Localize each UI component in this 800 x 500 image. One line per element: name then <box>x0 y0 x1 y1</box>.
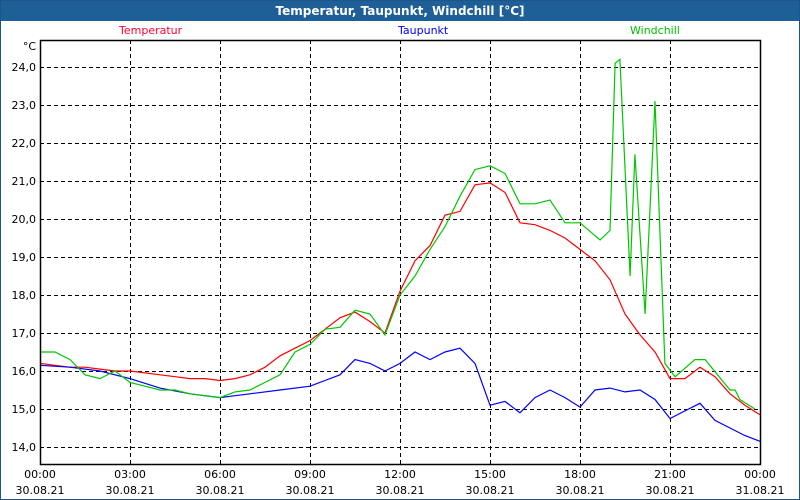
y-tick-label: 22,0 <box>12 137 37 150</box>
series-line-temperatur <box>39 182 761 416</box>
x-tick-date: 31.08.21 <box>736 484 785 497</box>
x-tick-time: 12:00 <box>384 468 416 481</box>
legend-windchill: Windchill <box>630 24 680 37</box>
x-tick-time: 00:00 <box>744 468 776 481</box>
legend-temperatur: Temperatur <box>119 24 183 37</box>
x-tick-time: 21:00 <box>654 468 686 481</box>
y-tick-label: 16,0 <box>12 365 37 378</box>
y-tick-label: 19,0 <box>12 251 37 264</box>
series-line-windchill <box>40 58 756 410</box>
x-tick-date: 30.08.21 <box>556 484 605 497</box>
series-line-taupunkt <box>39 347 761 442</box>
x-tick-date: 30.08.21 <box>646 484 695 497</box>
x-tick-time: 00:00 <box>24 468 56 481</box>
x-tick-time: 09:00 <box>294 468 326 481</box>
x-tick-date: 30.08.21 <box>106 484 155 497</box>
x-tick-time: 18:00 <box>564 468 596 481</box>
y-tick-label: 20,0 <box>12 213 37 226</box>
legend-taupunkt: Taupunkt <box>398 24 449 37</box>
y-tick-label: 18,0 <box>12 289 37 302</box>
x-tick-date: 30.08.21 <box>286 484 335 497</box>
y-tick-label: 24,0 <box>12 61 37 74</box>
y-tick-label: 14,0 <box>12 441 37 454</box>
y-tick-label: 23,0 <box>12 99 37 112</box>
x-tick-date: 30.08.21 <box>16 484 65 497</box>
x-tick-date: 30.08.21 <box>376 484 425 497</box>
x-tick-date: 30.08.21 <box>466 484 515 497</box>
plot-frame <box>39 39 762 466</box>
window-title: Temperatur, Taupunkt, Windchill [°C] <box>1 1 799 21</box>
x-tick-time: 15:00 <box>474 468 506 481</box>
y-axis-unit: °C <box>23 40 37 53</box>
x-tick-time: 06:00 <box>204 468 236 481</box>
y-tick-label: 21,0 <box>12 175 37 188</box>
y-tick-label: 15,0 <box>12 403 37 416</box>
x-tick-time: 03:00 <box>114 468 146 481</box>
x-tick-date: 30.08.21 <box>196 484 245 497</box>
y-tick-label: 17,0 <box>12 327 37 340</box>
